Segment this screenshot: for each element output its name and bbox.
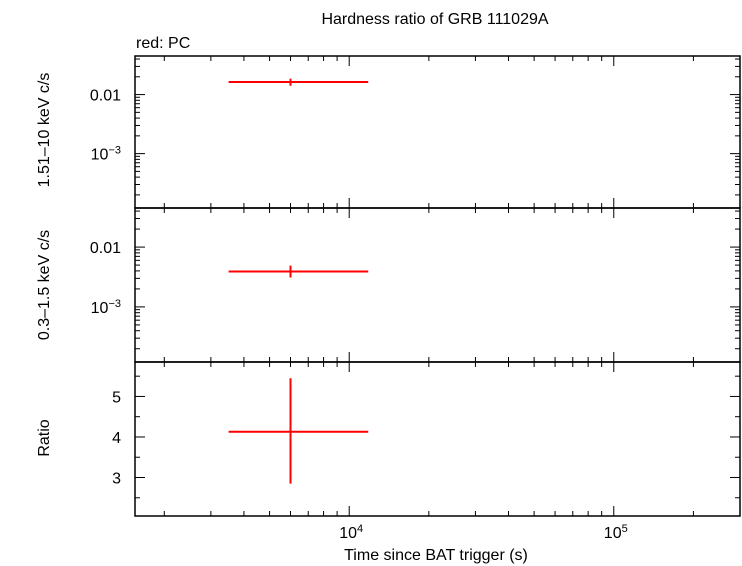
chart-title: Hardness ratio of GRB 111029A [321,11,548,28]
y-axis-label-ratio: Ratio [36,419,53,456]
y-tick-label: 10−3 [91,145,121,164]
y-axis-label-soft: 0.3–1.5 keV c/s [36,230,53,340]
panel-hard: 0.01 10−3 [90,55,741,209]
panel-frame [134,361,741,517]
y-tick-label: 3 [112,471,121,488]
y-tick-label: 0.01 [90,88,121,105]
y-tick-label: 0.01 [90,240,121,257]
panel-frame [134,55,741,209]
y-tick-label: 5 [112,389,121,406]
panel-frame [134,207,741,363]
panel-soft: 0.01 10−3 [90,207,741,363]
y-tick-label: 10−3 [91,298,121,317]
y-axis-label-hard: 1.51–10 keV c/s [36,73,53,188]
x-tick-label: 104 [339,523,363,542]
x-tick-label: 105 [604,523,628,542]
legend-note: red: PC [136,35,190,52]
x-axis-label: Time since BAT trigger (s) [344,547,528,564]
y-tick-label: 4 [112,430,121,447]
panel-ratio: 3 4 5 [112,361,741,517]
